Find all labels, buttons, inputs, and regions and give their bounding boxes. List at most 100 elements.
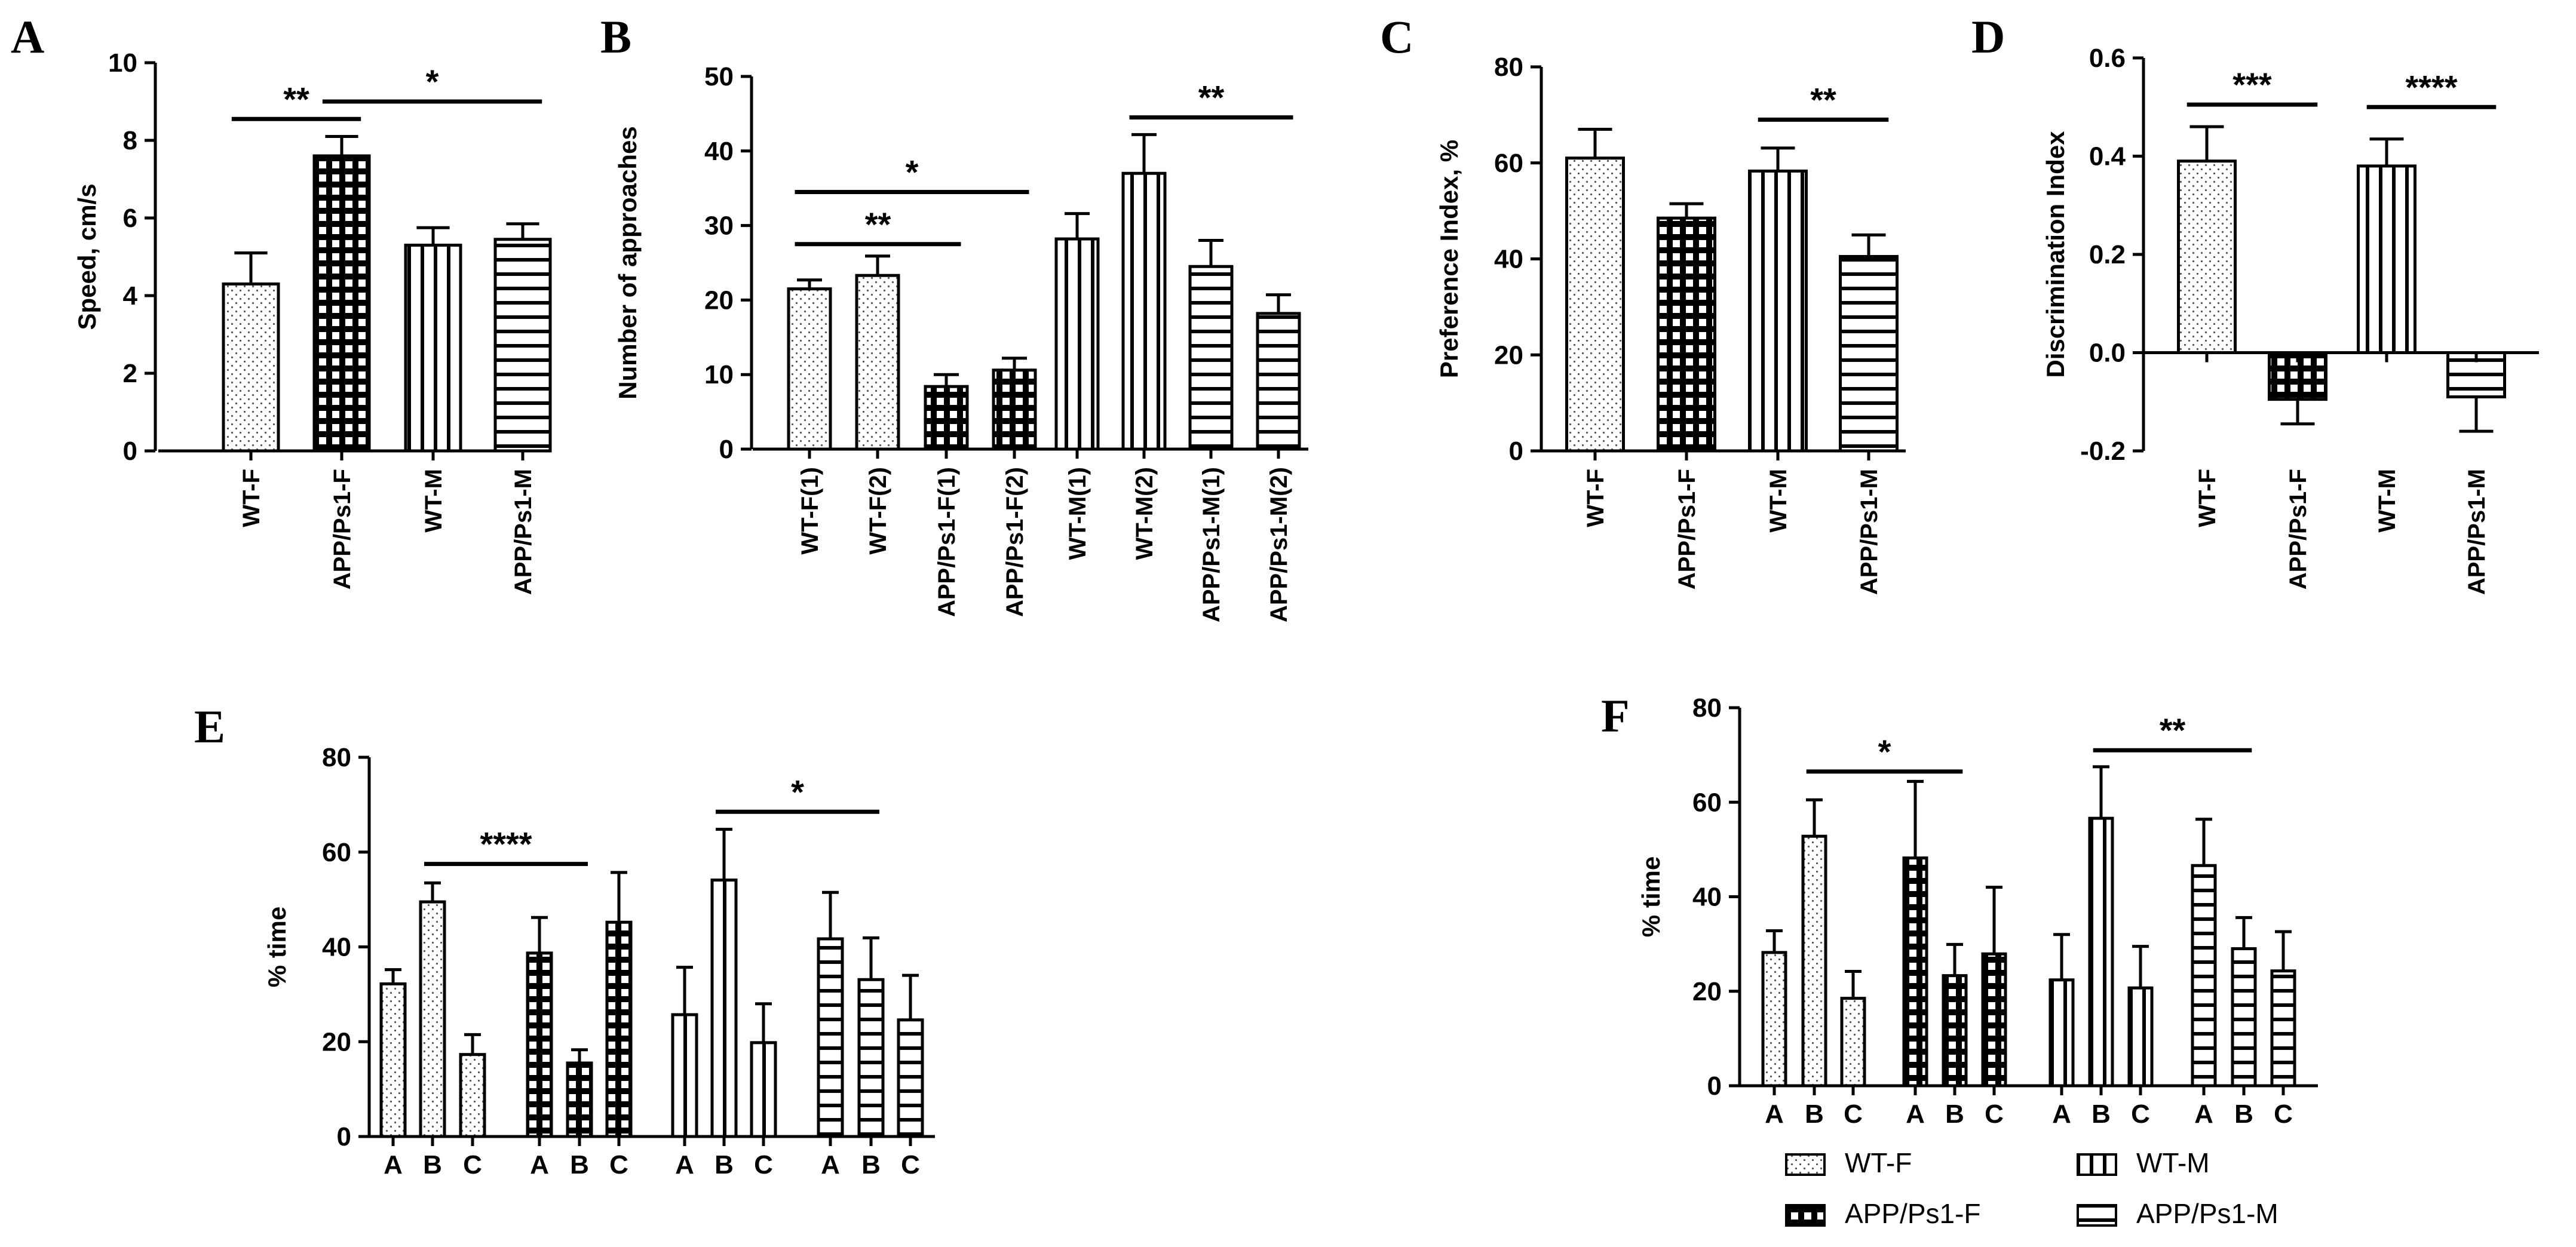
x-tick-label: A (1906, 1099, 1925, 1129)
y-tick-label: 80 (1494, 53, 1523, 82)
panel-label: A (11, 11, 44, 63)
legend-swatch (1785, 1204, 1826, 1227)
y-tick-label: 40 (322, 933, 351, 962)
x-tick-label: C (463, 1150, 482, 1180)
legend-swatch (2077, 1204, 2117, 1227)
significance-label: ** (1198, 79, 1225, 116)
x-tick-label: APP/Ps1-M (2464, 469, 2490, 595)
x-tick-label: WT-F (1583, 469, 1609, 527)
legend-item: WT-M (2077, 1147, 2210, 1178)
x-tick-label: APP/Ps1-M(1) (1198, 467, 1225, 622)
x-tick-label: C (609, 1150, 628, 1180)
bar (1801, 834, 1827, 1088)
significance-label: *** (2232, 66, 2272, 103)
bar (855, 274, 900, 451)
y-axis-title: Discrimination Index (2041, 131, 2069, 378)
bar (222, 282, 280, 453)
bar (750, 1041, 777, 1138)
x-tick-label: B (861, 1150, 881, 1180)
x-tick-label: B (1805, 1099, 1824, 1129)
y-tick-label: 10 (108, 48, 137, 78)
bar (566, 1061, 593, 1138)
x-tick-label: B (2234, 1099, 2253, 1129)
y-tick-label: 80 (1692, 693, 1722, 723)
legend-label: APP/Ps1-F (1845, 1198, 1981, 1229)
bar (1256, 312, 1301, 451)
bar (312, 154, 371, 453)
x-tick-label: WT-M (1765, 469, 1792, 533)
bar (1188, 265, 1234, 451)
panel-label: E (194, 701, 225, 752)
chart-panel-b: B Number of approaches 0 10 20 30 40 50 WT-F(1) W… (600, 11, 1308, 622)
bar (459, 1053, 486, 1138)
bar (2088, 816, 2114, 1088)
legend-item: APP/Ps1-M (2077, 1198, 2278, 1229)
legend-label: APP/Ps1-M (2136, 1198, 2278, 1229)
y-tick-label: 20 (1692, 977, 1722, 1006)
y-tick-label: 60 (1692, 788, 1722, 817)
y-axis-title: % time (263, 907, 291, 987)
y-tick-label: 20 (1494, 340, 1523, 370)
x-tick-label: C (1844, 1099, 1863, 1129)
bar (1981, 952, 2007, 1088)
y-tick-label: 80 (322, 743, 351, 772)
chart-panel-c: C Preference Index, % 0 20 40 60 80 WT-F APP/Ps1… (1380, 11, 1906, 595)
bar (1054, 237, 1100, 451)
significance-label: * (791, 773, 804, 810)
bar (817, 937, 844, 1138)
y-tick-label: 40 (1692, 883, 1722, 912)
x-tick-label: A (675, 1150, 694, 1180)
panel-label: F (1601, 690, 1630, 742)
legend-label: WT-F (1845, 1147, 1912, 1178)
x-tick-label: APP/Ps1-M (510, 469, 536, 595)
y-tick-label: 60 (322, 838, 351, 867)
bar (1902, 856, 1928, 1088)
significance-label: * (1878, 733, 1891, 770)
y-tick-label: 0.4 (2089, 142, 2126, 171)
bar (2177, 159, 2237, 354)
y-tick-label: 2 (123, 359, 137, 388)
y-tick-label: 60 (1494, 149, 1523, 178)
y-tick-label: 0.0 (2089, 339, 2126, 368)
bar (379, 982, 407, 1138)
bar (605, 920, 633, 1138)
bar (1748, 169, 1808, 453)
x-tick-label: B (2092, 1099, 2111, 1129)
x-tick-label: APP/Ps1-F(1) (934, 467, 960, 617)
legend: WT-F WT-M APP/Ps1-F APP/Ps1-M (1785, 1147, 2278, 1229)
x-tick-label: A (1765, 1099, 1784, 1129)
y-tick-label: 8 (123, 126, 137, 155)
bar (2231, 947, 2257, 1088)
bar (857, 978, 885, 1138)
significance-label: * (906, 153, 919, 191)
y-tick-label: 0.6 (2089, 44, 2126, 73)
x-tick-label: C (901, 1150, 920, 1180)
bar (2191, 864, 2217, 1088)
x-tick-label: A (2052, 1099, 2071, 1129)
chart-panel-a: A Speed, cm/s 0 2 4 6 8 10 WT-F APP/Ps1-F WT-M APP/… (11, 11, 552, 595)
y-tick-label: -0.2 (2080, 437, 2126, 466)
bar (671, 1013, 698, 1138)
y-tick-label: 40 (1494, 245, 1523, 274)
x-tick-label: WT-M(2) (1131, 467, 1158, 560)
x-tick-label: WT-F(1) (797, 467, 823, 555)
significance-label: ** (1810, 81, 1836, 118)
y-axis-title: % time (1637, 856, 1665, 937)
y-axis-title: Preference Index, % (1435, 140, 1463, 378)
y-tick-label: 50 (704, 62, 734, 91)
bar (2048, 978, 2075, 1088)
y-tick-label: 0 (123, 437, 137, 466)
y-tick-label: 6 (123, 204, 137, 233)
x-tick-label: A (384, 1150, 403, 1180)
bar (1121, 171, 1167, 451)
y-tick-label: 30 (704, 211, 734, 241)
bar (897, 1018, 924, 1138)
panel-label: C (1380, 11, 1413, 63)
panel-label: D (1971, 11, 2005, 63)
bar (2357, 164, 2416, 354)
x-tick-label: C (2131, 1099, 2150, 1129)
y-tick-label: 0 (719, 435, 734, 464)
